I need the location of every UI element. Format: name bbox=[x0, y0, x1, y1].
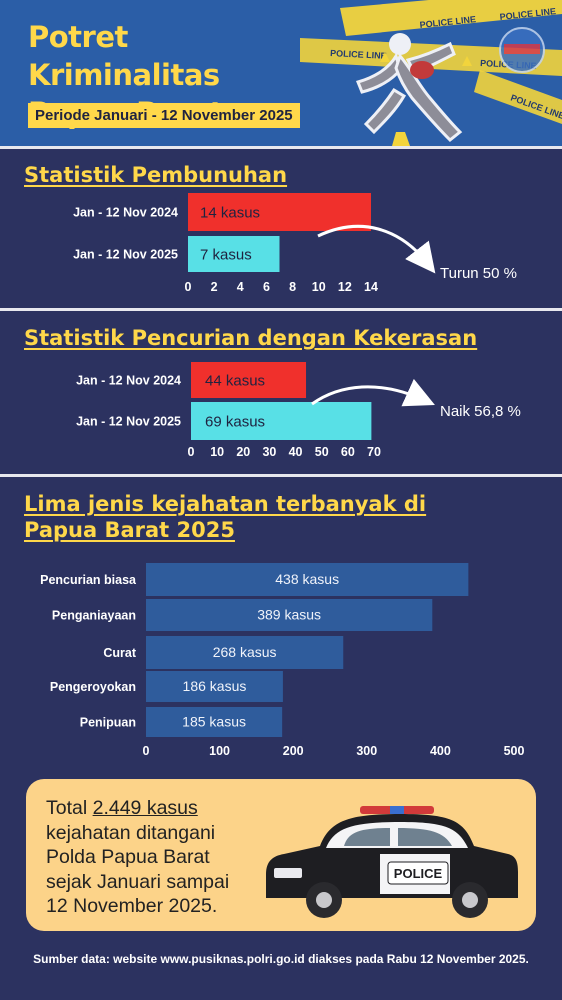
category-label: Pencurian biasa bbox=[40, 573, 137, 587]
police-tape-right: POLICE LINE bbox=[474, 70, 562, 124]
tick-label: 0 bbox=[185, 280, 192, 294]
divider bbox=[0, 308, 562, 311]
bar bbox=[146, 707, 283, 737]
category-label: Pengeroyokan bbox=[50, 680, 136, 694]
category-label: Jan - 12 Nov 2025 bbox=[73, 248, 178, 262]
body-outline-icon bbox=[355, 33, 463, 143]
tape-text-3: POLICE LINE bbox=[330, 48, 387, 61]
total-line-4: sejak Januari sampai bbox=[46, 870, 230, 893]
evidence-marker-icon bbox=[380, 52, 390, 62]
value-label: 389 kasus bbox=[257, 607, 321, 623]
tick-label: 50 bbox=[315, 445, 329, 459]
value-label: 268 kasus bbox=[213, 644, 277, 660]
value-label: 69 kasus bbox=[205, 414, 265, 431]
section-title-lima-jenis: Lima jenis kejahatan terbanyak di Papua … bbox=[24, 492, 427, 542]
value-label: 7 kasus bbox=[200, 247, 252, 264]
tick-label: 30 bbox=[262, 445, 276, 459]
tick-label: 500 bbox=[504, 744, 525, 758]
source-note: Sumber data: website www.pusiknas.polri.… bbox=[33, 952, 529, 966]
annotation-naik: Naik 56,8 % bbox=[440, 403, 521, 420]
chart-lima-jenis: Pencurian biasa Penganiayaan Curat Pengeroy… bbox=[40, 563, 525, 758]
divider bbox=[0, 474, 562, 477]
tick-label: 6 bbox=[263, 280, 270, 294]
tick-label: 400 bbox=[430, 744, 451, 758]
bar bbox=[146, 563, 469, 596]
tick-label: 12 bbox=[338, 280, 352, 294]
trend-arrow-up bbox=[311, 378, 435, 407]
value-label: 44 kasus bbox=[205, 373, 265, 390]
tick-label: 0 bbox=[188, 445, 195, 459]
category-label: Jan - 12 Nov 2024 bbox=[76, 374, 181, 388]
tick-label: 10 bbox=[210, 445, 224, 459]
bar bbox=[188, 193, 371, 231]
total-summary-card: Total 2.449 kasus kejahatan ditangani Po… bbox=[26, 779, 536, 931]
tick-label: 10 bbox=[312, 280, 326, 294]
bar bbox=[146, 671, 283, 702]
tick-label: 0 bbox=[143, 744, 150, 758]
divider bbox=[0, 146, 562, 149]
evidence-marker-icon bbox=[462, 56, 472, 66]
chart-pembunuhan: Jan - 12 Nov 2024 Jan - 12 Nov 2025 14 kas… bbox=[73, 193, 517, 294]
value-label: 14 kasus bbox=[200, 205, 260, 222]
chart-pencurian-kekerasan: Jan - 12 Nov 2024 Jan - 12 Nov 2025 44 kas… bbox=[76, 362, 521, 459]
category-label: Jan - 12 Nov 2024 bbox=[73, 206, 178, 220]
section-title-pencurian-kekerasan: Statistik Pencurian dengan Kekerasan bbox=[24, 326, 478, 350]
category-label: Penganiayaan bbox=[52, 609, 136, 623]
tick-label: 40 bbox=[289, 445, 303, 459]
tick-label: 300 bbox=[356, 744, 377, 758]
bar bbox=[146, 599, 433, 631]
police-car-icon: POLICE bbox=[266, 806, 518, 918]
category-label: Penipuan bbox=[80, 716, 136, 730]
tick-label: 2 bbox=[211, 280, 218, 294]
category-label: Jan - 12 Nov 2025 bbox=[76, 415, 181, 429]
bar bbox=[191, 402, 372, 440]
value-label: 186 kasus bbox=[183, 678, 247, 694]
tick-label: 20 bbox=[236, 445, 250, 459]
tick-label: 200 bbox=[283, 744, 304, 758]
period-badge: Periode Januari - 12 November 2025 bbox=[28, 103, 300, 128]
total-summary-text: Total 2.449 kasus kejahatan ditangani Po… bbox=[46, 796, 261, 919]
total-line-5: 12 November 2025. bbox=[46, 895, 218, 917]
tick-label: 60 bbox=[341, 445, 355, 459]
section-title-pembunuhan: Statistik Pembunuhan bbox=[24, 163, 288, 187]
total-line-2: kejahatan ditangani bbox=[46, 821, 216, 844]
total-prefix: Total bbox=[46, 797, 93, 819]
police-badge-icon bbox=[499, 27, 545, 73]
category-label: Curat bbox=[103, 646, 136, 660]
bar bbox=[146, 636, 344, 669]
bar bbox=[188, 236, 280, 272]
tick-label: 14 bbox=[364, 280, 378, 294]
header-banner: Potret Kriminalitas Papua Barat Periode … bbox=[0, 0, 562, 146]
evidence-marker-icon bbox=[392, 132, 410, 146]
car-police-label: POLICE bbox=[394, 866, 443, 881]
trend-arrow-down bbox=[317, 224, 436, 274]
total-line-3: Polda Papua Barat bbox=[46, 846, 210, 868]
annotation-turun: Turun 50 % bbox=[440, 265, 517, 282]
tick-label: 4 bbox=[237, 280, 244, 294]
tick-label: 8 bbox=[289, 280, 296, 294]
bar bbox=[191, 362, 307, 398]
value-label: 185 kasus bbox=[182, 714, 246, 730]
total-count: 2.449 kasus bbox=[92, 797, 198, 819]
tick-label: 70 bbox=[367, 445, 381, 459]
tick-label: 100 bbox=[209, 744, 230, 758]
value-label: 438 kasus bbox=[275, 571, 339, 587]
crime-scene-illustration: POLICE LINE POLICE LINE POLICE LINE POLI… bbox=[300, 0, 562, 146]
title-line-1: Potret Kriminalitas bbox=[28, 20, 220, 92]
